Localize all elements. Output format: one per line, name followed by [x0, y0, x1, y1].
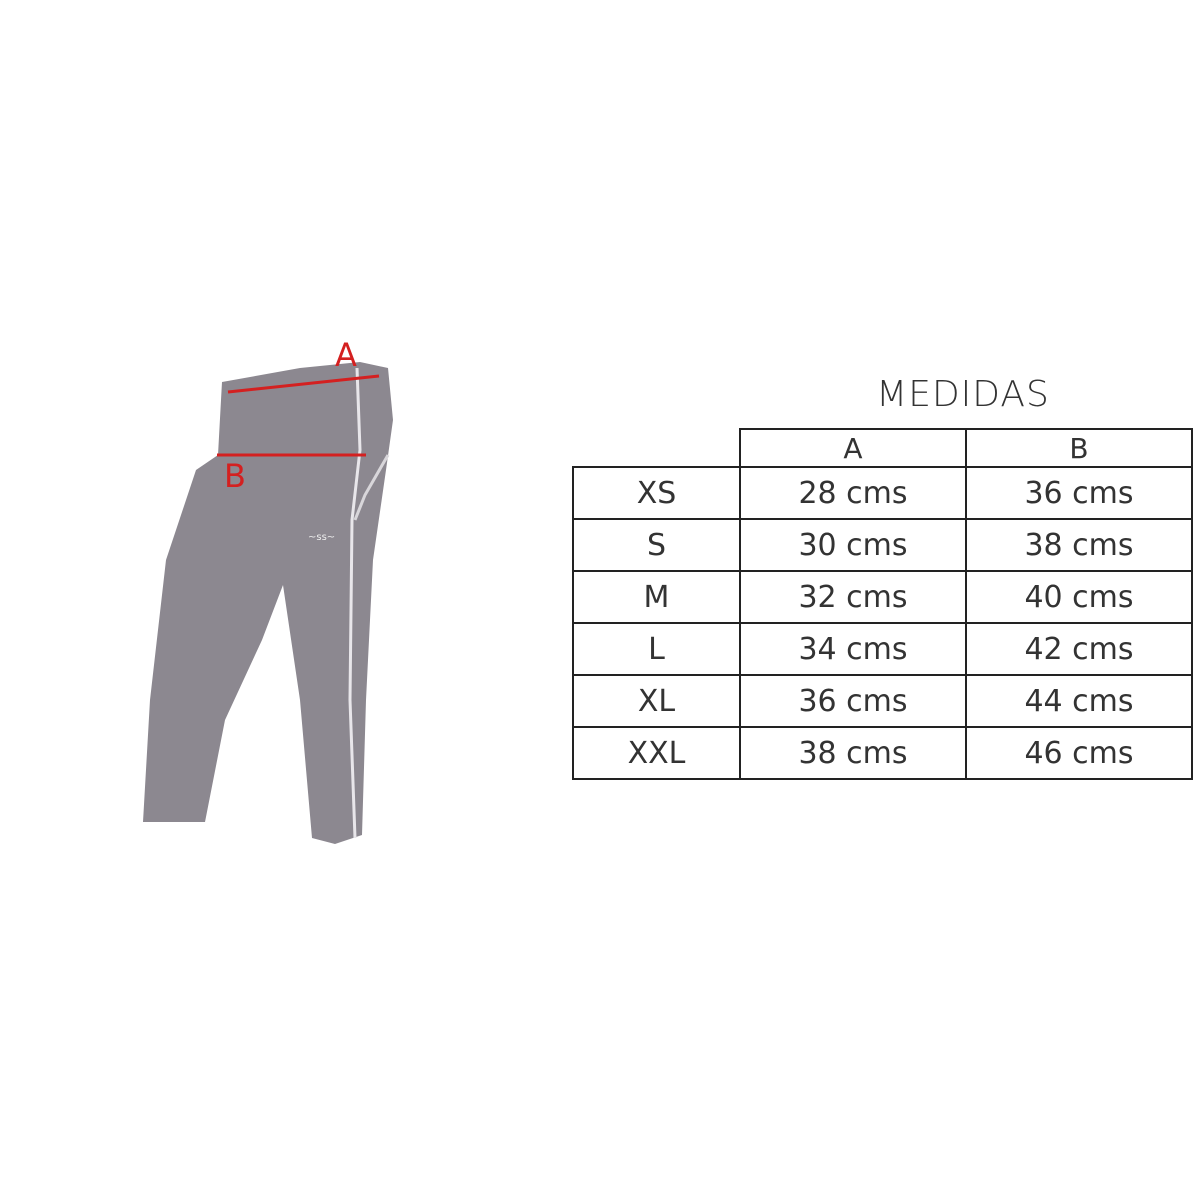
table-row: S 30 cms 38 cms — [572, 518, 1193, 572]
measure-line-a — [227, 374, 380, 394]
size-table: A B XS 28 cms 36 cms S 30 cms 38 cms M 3… — [572, 428, 1193, 780]
header-row: A B — [573, 428, 1193, 468]
a-cell: 38 cms — [739, 726, 967, 780]
a-cell: 36 cms — [739, 674, 967, 728]
table-title: MEDIDAS — [876, 374, 1050, 415]
size-cell: M — [572, 570, 741, 624]
size-cell: XS — [572, 466, 741, 520]
column-header-b: B — [965, 428, 1193, 468]
a-cell: 34 cms — [739, 622, 967, 676]
column-header-a: A — [739, 428, 967, 468]
size-cell: XL — [572, 674, 741, 728]
side-panel-stripe — [353, 454, 390, 521]
a-cell: 32 cms — [739, 570, 967, 624]
a-cell: 30 cms — [739, 518, 967, 572]
b-cell: 44 cms — [965, 674, 1193, 728]
table-row: XS 28 cms 36 cms — [572, 466, 1193, 520]
b-cell: 40 cms — [965, 570, 1193, 624]
corner-cell — [573, 429, 741, 468]
size-cell: XXL — [572, 726, 741, 780]
b-cell: 36 cms — [965, 466, 1193, 520]
size-cell: L — [572, 622, 741, 676]
label-a: A — [335, 336, 357, 374]
capri-pants-image — [143, 362, 393, 844]
table-row: XL 36 cms 44 cms — [572, 674, 1193, 728]
b-cell: 42 cms — [965, 622, 1193, 676]
b-cell: 38 cms — [965, 518, 1193, 572]
table-row: M 32 cms 40 cms — [572, 570, 1193, 624]
label-b: B — [224, 457, 246, 495]
a-cell: 28 cms — [739, 466, 967, 520]
table-row: XXL 38 cms 46 cms — [572, 726, 1193, 780]
size-cell: S — [572, 518, 741, 572]
table-row: L 34 cms 42 cms — [572, 622, 1193, 676]
b-cell: 46 cms — [965, 726, 1193, 780]
side-stripe — [348, 367, 362, 839]
brand-logo: ~ss~ — [308, 532, 335, 543]
